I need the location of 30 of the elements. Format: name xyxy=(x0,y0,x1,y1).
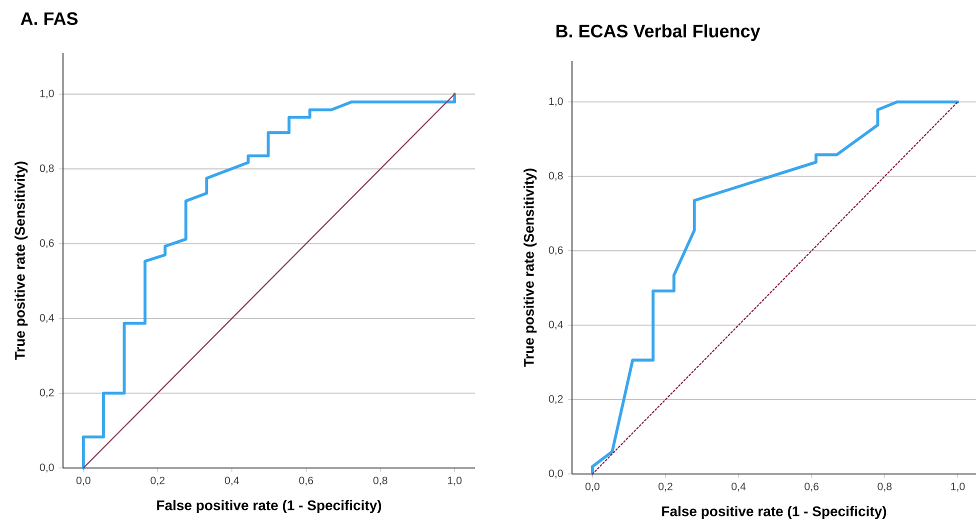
x-axis-title: False positive rate (1 - Specificity) xyxy=(662,506,886,520)
x-tick-label: 0,4 xyxy=(732,482,746,492)
chart-title: A. FAS xyxy=(20,12,78,25)
y-tick-label: 0,8 xyxy=(40,164,54,174)
x-tick-label: 0,8 xyxy=(878,482,892,492)
y-tick-label: 0,6 xyxy=(548,246,563,256)
y-tick-label: 1,0 xyxy=(549,98,563,106)
x-tick-label: 0,0 xyxy=(76,476,90,486)
y-tick-label: 1,0 xyxy=(40,90,54,99)
y-axis-title: True positive rate (Sensitivity) xyxy=(14,162,28,360)
x-tick-label: 0,8 xyxy=(373,476,388,486)
x-tick-label: 0,2 xyxy=(658,482,672,492)
y-tick-label: 0,2 xyxy=(40,388,54,398)
x-tick-label: 1,0 xyxy=(951,482,965,492)
y-tick-label: 0,4 xyxy=(40,314,54,323)
y-tick-label: 0,8 xyxy=(548,172,563,181)
y-axis-title: True positive rate (Sensitivity) xyxy=(524,168,537,367)
x-tick-label: 0,6 xyxy=(299,476,314,486)
y-tick-label: 0,2 xyxy=(548,395,563,404)
y-tick-label: 0,4 xyxy=(548,320,563,330)
x-tick-label: 0,0 xyxy=(585,482,600,492)
chart-title: B. ECAS Verbal Fluency xyxy=(556,24,760,42)
x-tick-label: 0,6 xyxy=(804,482,819,492)
y-tick-label: 0,0 xyxy=(40,464,54,472)
y-tick-label: 0,0 xyxy=(548,470,563,478)
x-tick-label: 0,4 xyxy=(224,476,239,486)
x-tick-label: 1,0 xyxy=(448,476,462,486)
y-tick-label: 0,6 xyxy=(40,239,54,248)
x-axis-title: False positive rate (1 - Specificity) xyxy=(157,500,382,514)
x-tick-label: 0,2 xyxy=(150,476,165,486)
